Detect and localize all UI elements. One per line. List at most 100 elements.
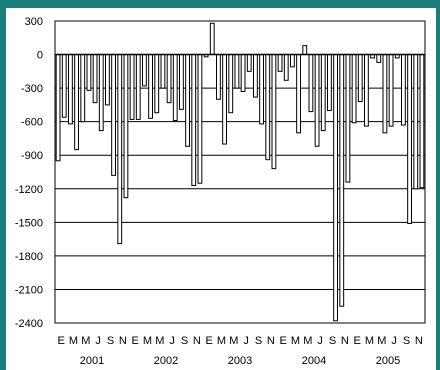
x-month-label: E — [279, 335, 286, 347]
bar — [302, 45, 308, 56]
bar — [142, 54, 147, 87]
y-tick-label: -1500 — [15, 217, 43, 229]
x-month-label: S — [255, 335, 262, 347]
bar — [320, 54, 326, 132]
bar — [351, 54, 357, 124]
x-month-label: S — [329, 335, 336, 347]
bar — [185, 54, 190, 147]
x-month-label: J — [169, 335, 175, 347]
bar — [364, 54, 369, 127]
bar — [388, 54, 394, 127]
plot-area — [54, 20, 426, 324]
bar — [407, 54, 412, 224]
bar — [74, 54, 79, 151]
bar — [277, 54, 283, 72]
x-year-label: 2002 — [154, 355, 178, 367]
y-tick-label: -600 — [21, 117, 43, 129]
x-month-label: N — [193, 335, 201, 347]
x-month-label: E — [353, 335, 360, 347]
bar — [308, 54, 314, 113]
bar — [339, 54, 345, 307]
bar — [172, 54, 178, 122]
x-month-label: M — [365, 335, 374, 347]
y-tick-label: -2100 — [15, 284, 43, 296]
y-tick-label: -2400 — [15, 318, 43, 330]
bar — [240, 54, 246, 92]
bar — [55, 54, 61, 162]
x-month-label: J — [317, 335, 323, 347]
x-month-label: M — [155, 335, 164, 347]
x-month-label: M — [81, 335, 90, 347]
bar — [209, 22, 215, 56]
bar — [333, 54, 338, 322]
bar — [234, 54, 240, 89]
bar — [123, 54, 129, 199]
x-month-label: J — [391, 335, 397, 347]
bar — [98, 54, 104, 132]
x-month-label: S — [107, 335, 114, 347]
x-month-label: E — [57, 335, 64, 347]
bar — [135, 54, 141, 120]
x-month-label: N — [267, 335, 275, 347]
bar — [191, 54, 197, 186]
bar — [259, 54, 264, 125]
x-month-label: S — [181, 335, 188, 347]
x-month-label: M — [291, 335, 300, 347]
y-tick-label: -300 — [21, 83, 43, 95]
bar — [148, 54, 153, 119]
x-year-label: 2005 — [376, 355, 400, 367]
bar — [154, 54, 160, 114]
bar — [246, 54, 252, 72]
bar — [327, 54, 332, 111]
bar — [413, 54, 419, 190]
bar — [345, 54, 351, 183]
x-year-label: 2001 — [80, 355, 104, 367]
y-tick-label: -1200 — [15, 184, 43, 196]
y-tick-label: -900 — [21, 150, 43, 162]
bar — [166, 54, 172, 104]
bar — [129, 54, 135, 120]
bar — [419, 54, 425, 189]
bar — [253, 54, 258, 98]
bar — [296, 54, 301, 134]
x-month-label: M — [377, 335, 386, 347]
bar — [222, 54, 227, 145]
x-month-label: N — [119, 335, 127, 347]
x-year-label: 2004 — [302, 355, 326, 367]
bar — [401, 54, 406, 126]
bar — [80, 54, 86, 123]
y-tick-label: -1800 — [15, 251, 43, 263]
bar — [382, 54, 388, 134]
x-year-label: 2003 — [228, 355, 252, 367]
bar — [105, 54, 110, 106]
bar — [357, 54, 363, 103]
bar — [117, 54, 123, 245]
x-month-label: M — [69, 335, 78, 347]
x-month-label: E — [131, 335, 138, 347]
x-month-label: N — [415, 335, 423, 347]
bar — [376, 54, 382, 63]
x-month-label: M — [143, 335, 152, 347]
x-month-label: N — [341, 335, 349, 347]
bar — [61, 54, 67, 118]
bar — [283, 54, 289, 81]
x-month-label: E — [205, 335, 212, 347]
bar — [92, 54, 98, 104]
x-month-label: M — [303, 335, 312, 347]
x-month-label: J — [95, 335, 101, 347]
bar — [216, 54, 221, 100]
y-tick-label: 300 — [25, 16, 43, 28]
x-month-label: M — [217, 335, 226, 347]
bar — [265, 54, 271, 161]
x-month-label: J — [243, 335, 249, 347]
bar — [197, 54, 203, 184]
bar — [228, 54, 234, 114]
x-month-label: M — [229, 335, 238, 347]
bar — [179, 54, 184, 110]
bar — [314, 54, 320, 147]
y-tick-label: 0 — [37, 50, 43, 62]
x-month-label: S — [403, 335, 410, 347]
bar — [290, 54, 295, 68]
bar — [68, 54, 73, 125]
